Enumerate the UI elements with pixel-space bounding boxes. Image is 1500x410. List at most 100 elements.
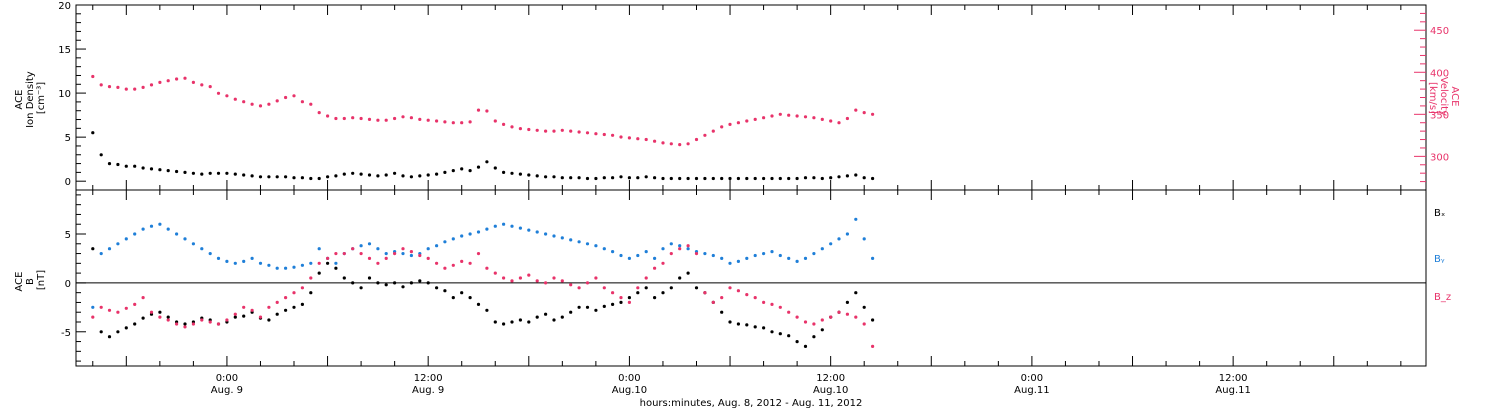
bx-point <box>602 304 606 308</box>
density-point <box>577 176 581 180</box>
bx-point <box>845 300 850 304</box>
x-tick-time: 0:00 <box>1021 373 1043 384</box>
bx-point <box>518 318 523 322</box>
velocity-tick-label: 300 <box>1430 152 1449 163</box>
bz-point <box>653 266 657 270</box>
bx-point <box>493 320 497 324</box>
density-point <box>233 172 237 176</box>
velocity-point <box>233 97 237 101</box>
density-point <box>107 162 112 166</box>
by-point <box>854 217 858 221</box>
bx-point <box>778 332 782 336</box>
by-point <box>225 259 229 263</box>
by-point <box>334 261 338 265</box>
density-point <box>569 176 573 180</box>
density-point <box>795 176 799 181</box>
bz-point <box>275 300 279 304</box>
velocity-point <box>367 117 372 121</box>
bz-point <box>351 247 355 251</box>
velocity-point <box>376 118 380 122</box>
by-point <box>544 232 548 236</box>
velocity-point <box>149 83 154 87</box>
density-point <box>636 176 640 180</box>
bx-point <box>166 315 170 319</box>
velocity-point <box>166 79 170 83</box>
bz-point <box>401 247 405 251</box>
velocity-point <box>720 125 724 129</box>
velocity-point <box>468 120 472 124</box>
density-point <box>686 176 690 181</box>
by-point <box>233 261 237 265</box>
by-point <box>728 261 732 265</box>
x-tick-time: 12:00 <box>414 373 443 384</box>
density-point <box>728 176 732 181</box>
by-point <box>569 238 573 242</box>
density-point <box>401 174 405 178</box>
field-legend: Bₓ Bᵧ B_z <box>1434 208 1451 303</box>
bx-point <box>653 296 657 300</box>
x-axis-label: hours:minutes, Aug. 8, 2012 - Aug. 11, 2… <box>640 398 863 409</box>
density-point <box>862 176 866 180</box>
velocity-point <box>191 80 195 84</box>
velocity-point <box>627 136 632 140</box>
density-y-label-line-2: Ion Density <box>25 71 36 128</box>
bx-point <box>728 320 732 324</box>
by-point <box>644 250 648 254</box>
velocity-point <box>544 129 548 133</box>
by-point <box>460 234 464 238</box>
velocity-point <box>401 115 405 119</box>
by-point <box>619 253 623 258</box>
by-point <box>787 256 791 260</box>
bz-point <box>560 279 564 283</box>
by-point <box>577 240 581 244</box>
by-point <box>803 256 808 260</box>
velocity-point <box>426 118 430 122</box>
bx-point <box>502 322 506 326</box>
by-point <box>510 224 514 228</box>
by-point <box>745 256 749 260</box>
by-point <box>636 253 640 258</box>
by-point <box>409 253 413 258</box>
density-point <box>820 176 824 181</box>
by-point <box>107 247 112 251</box>
velocity-point <box>602 132 606 137</box>
density-point <box>602 176 606 180</box>
by-point <box>309 261 313 265</box>
bz-point <box>493 271 497 275</box>
velocity-point <box>99 83 103 87</box>
by-point <box>435 244 439 248</box>
by-point <box>845 232 850 236</box>
density-point <box>711 176 715 181</box>
by-point <box>451 237 455 241</box>
bz-point <box>359 252 363 256</box>
by-point <box>443 240 447 244</box>
bx-point <box>367 276 372 280</box>
bz-point <box>426 256 430 260</box>
density-point <box>611 176 615 180</box>
bx-point <box>736 322 741 326</box>
by-point <box>686 247 690 251</box>
bz-point <box>334 252 338 256</box>
x-tick-date: Aug.11 <box>1215 385 1250 396</box>
by-point <box>871 256 875 260</box>
by-point <box>200 247 204 251</box>
bx-point <box>443 289 447 293</box>
density-point <box>376 174 380 178</box>
velocity-point <box>527 127 531 132</box>
density-tick-label: 15 <box>58 45 71 56</box>
velocity-point <box>845 116 850 121</box>
by-point <box>468 232 472 236</box>
bx-point <box>326 261 330 265</box>
bz-point <box>107 308 112 312</box>
velocity-point <box>803 115 808 119</box>
velocity-point <box>728 122 732 126</box>
by-point <box>711 253 715 258</box>
velocity-point <box>560 128 564 132</box>
by-point <box>837 237 841 241</box>
bz-point <box>787 310 791 314</box>
bx-point <box>812 335 816 339</box>
bx-point <box>426 281 430 285</box>
velocity-point <box>753 117 757 121</box>
bz-point <box>284 296 288 300</box>
velocity-point <box>91 74 95 79</box>
